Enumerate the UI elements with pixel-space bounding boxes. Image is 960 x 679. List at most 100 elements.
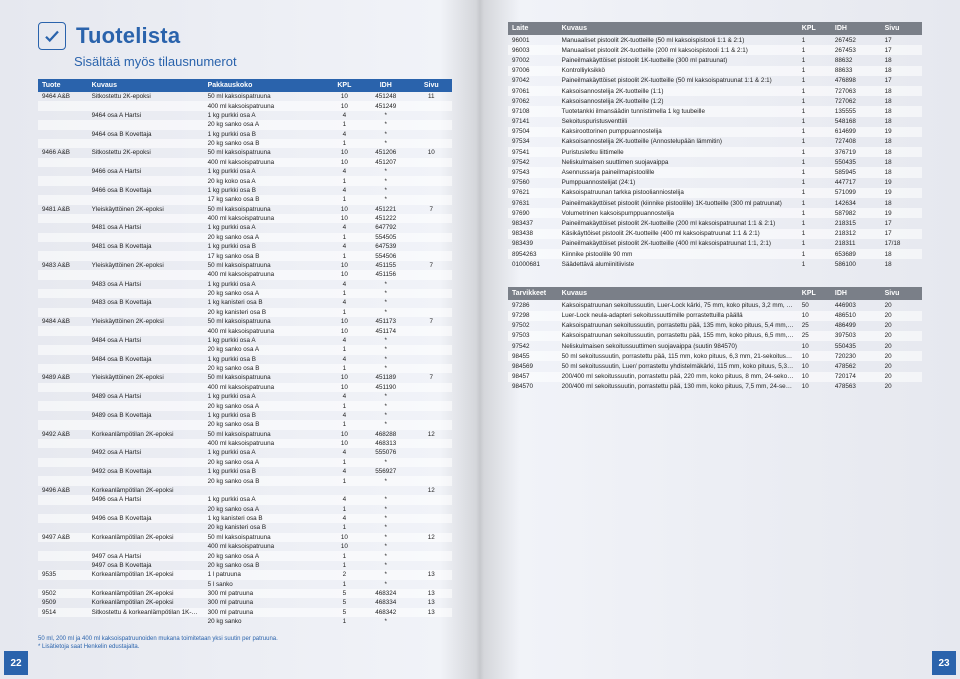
table-cell: 1: [798, 259, 831, 269]
table-cell: 17: [881, 35, 922, 45]
table-cell: 300 ml patruuna: [204, 589, 328, 598]
table-cell: *: [361, 195, 411, 204]
table-row: 97061Kaksoisannostelija 2K-tuotteille (1…: [508, 86, 922, 96]
table-cell: [38, 233, 88, 242]
table-cell: [411, 251, 452, 260]
table-cell: Kaksoispatruunan sekoitussuutin, porrast…: [558, 321, 798, 331]
table-cell: [411, 505, 452, 514]
table-cell: [88, 120, 204, 129]
table-cell: 97542: [508, 157, 558, 167]
table-cell: 983439: [508, 239, 558, 249]
table-cell: 468324: [361, 589, 411, 598]
table-cell: 20 kg kanisteri osa B: [204, 523, 328, 532]
column-header: KPL: [798, 22, 831, 35]
table-cell: 478562: [831, 361, 881, 371]
table-row: 97502Kaksoispatruunan sekoitussuutin, po…: [508, 321, 922, 331]
table-cell: *: [361, 120, 411, 129]
table-cell: 1: [328, 195, 361, 204]
table-cell: 10: [798, 351, 831, 361]
table-cell: Luer-Lock neula-adapteri sekoitussuuttim…: [558, 311, 798, 321]
table-cell: 1: [798, 127, 831, 137]
table-cell: 1 kg purkki osa A: [204, 448, 328, 457]
table-row: 9481 osa B Kovettaja1 kg purkki osa B464…: [38, 242, 452, 251]
table-cell: 10: [328, 430, 361, 439]
table-cell: 727408: [831, 137, 881, 147]
table-cell: [411, 439, 452, 448]
table-cell: 20 kg sanko osa B: [204, 139, 328, 148]
table-cell: Yleiskäyttöinen 2K-epoksi: [88, 317, 204, 326]
table-cell: [38, 176, 88, 185]
table-cell: [204, 486, 328, 495]
table-row: 9466 A&BSitkostettu 2K-epoksi50 ml kakso…: [38, 148, 452, 157]
table-cell: *: [361, 420, 411, 429]
table-row: 97141Sekoituspuristusventtiili154816818: [508, 117, 922, 127]
table-row: 20 kg sanko osa B1*: [38, 139, 452, 148]
column-header: Pakkauskoko: [204, 79, 328, 92]
table-cell: 451222: [361, 214, 411, 223]
table-row: 9497 osa B Kovettaja20 kg sanko osa B1*: [38, 561, 452, 570]
table-cell: [88, 326, 204, 335]
table-cell: 1: [328, 176, 361, 185]
table-cell: 97534: [508, 137, 558, 147]
table-row: 20 kg sanko osa A1554505: [38, 233, 452, 242]
table-row: 9492 A&BKorkeanlämpötilan 2K-epoksi50 ml…: [38, 430, 452, 439]
table-cell: 17 kg sanko osa B: [204, 251, 328, 260]
table-cell: Paineilmakäyttöiset pistoolit (kiinnike …: [558, 198, 798, 208]
table-cell: [88, 251, 204, 260]
table-cell: [411, 448, 452, 457]
table-cell: 9489 osa A Hartsi: [88, 392, 204, 401]
table-cell: 9484 osa B Kovettaja: [88, 355, 204, 364]
table-cell: 468313: [361, 439, 411, 448]
table-cell: 10: [798, 372, 831, 382]
table-row: 97542Neliskulmaisen suuttimen suojavaipp…: [508, 157, 922, 167]
table-cell: [88, 158, 204, 167]
table-cell: 1 kg purkki osa B: [204, 355, 328, 364]
left-page: Tuotelista Sisältää myös tilausnumerot T…: [0, 0, 480, 679]
table-cell: [411, 101, 452, 110]
table-cell: 96001: [508, 35, 558, 45]
table-cell: 1: [328, 476, 361, 485]
table-cell: *: [361, 580, 411, 589]
table-cell: 548168: [831, 117, 881, 127]
table-cell: 20 kg sanko: [204, 617, 328, 626]
table-cell: 267452: [831, 35, 881, 45]
table-cell: 218315: [831, 218, 881, 228]
table-row: 97543Asennussarja paineilmapistoolille15…: [508, 167, 922, 177]
table-cell: 1: [798, 208, 831, 218]
table-cell: [411, 383, 452, 392]
table-row: 400 ml kaksoispatruuna10451207: [38, 158, 452, 167]
table-cell: 647539: [361, 242, 411, 251]
table-row: 97542Neliskulmaisen sekoitussuuttimen su…: [508, 341, 922, 351]
page-number-left: 22: [4, 651, 28, 675]
table-cell: 97502: [508, 321, 558, 331]
table-cell: 727063: [831, 86, 881, 96]
table-row: 9483 osa A Hartsi1 kg purkki osa A4*: [38, 280, 452, 289]
check-icon: [38, 22, 66, 50]
table-row: 400 ml kaksoispatruuna10468313: [38, 439, 452, 448]
table-row: 9502Korkeanlämpötilan 2K-epoksi300 ml pa…: [38, 589, 452, 598]
table-cell: 218311: [831, 239, 881, 249]
table-row: 9484 A&BYleiskäyttöinen 2K-epoksi50 ml k…: [38, 317, 452, 326]
table-cell: 1: [798, 117, 831, 127]
table-cell: 9464 A&B: [38, 92, 88, 101]
table-cell: 476898: [831, 76, 881, 86]
table-cell: [411, 495, 452, 504]
table-cell: [411, 214, 452, 223]
table-cell: 218312: [831, 229, 881, 239]
table-cell: 5: [328, 608, 361, 617]
table-cell: 10: [328, 326, 361, 335]
table-cell: 20 kg sanko osa A: [204, 289, 328, 298]
table-cell: [411, 186, 452, 195]
table-cell: 1: [328, 120, 361, 129]
table-cell: 1: [798, 239, 831, 249]
table-cell: 10: [328, 542, 361, 551]
table-cell: 20: [881, 361, 922, 371]
table-cell: 135555: [831, 106, 881, 116]
table-cell: 984569: [508, 361, 558, 371]
column-header: IDH: [831, 22, 881, 35]
table-cell: 17/18: [881, 239, 922, 249]
table-cell: Sitkostettu & korkeanlämpötilan 1K-epoks…: [88, 608, 204, 617]
table-cell: *: [361, 617, 411, 626]
table-cell: 1 kg purkki osa B: [204, 186, 328, 195]
table-cell: 1: [798, 147, 831, 157]
